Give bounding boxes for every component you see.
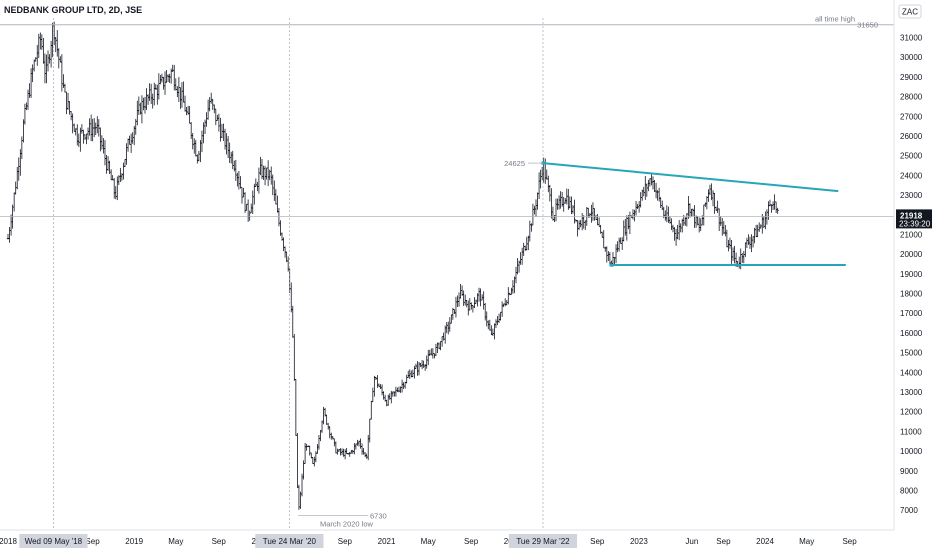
time-tick-label: 2023 — [630, 537, 648, 546]
price-tick-label: 18000 — [900, 290, 923, 299]
price-tick-label: 31000 — [900, 34, 923, 43]
date-badge-label: Wed 09 May '18 — [25, 537, 83, 546]
low-value-label: 6730 — [370, 512, 387, 521]
price-tick-label: 12000 — [900, 408, 923, 417]
trend-line-upper[interactable] — [542, 162, 839, 193]
price-tick-label: 15000 — [900, 349, 923, 358]
price-tick-label: 9000 — [900, 467, 918, 476]
time-tick-label: 2024 — [756, 537, 774, 546]
price-tick-label: 8000 — [900, 486, 918, 495]
price-tick-label: 25000 — [900, 152, 923, 161]
current-price-value: 21918 — [900, 211, 923, 220]
date-badge: Tue 24 Mar '20 — [255, 534, 324, 548]
date-badge: Tue 29 Mar '22 — [508, 534, 578, 548]
price-axis[interactable]: 7000 8000 9000 10000 11000 12000 13000 14000 150… — [896, 34, 932, 516]
time-tick-label: Jun — [685, 537, 698, 546]
trend-anchor[interactable] — [609, 263, 613, 267]
chart-title: NEDBANK GROUP LTD, 2D, JSE — [4, 5, 142, 15]
price-tick-label: 30000 — [900, 53, 923, 62]
reference-lines — [0, 18, 894, 530]
time-tick-label: May — [799, 537, 814, 546]
trend-lines[interactable] — [541, 161, 846, 267]
price-tick-label: 27000 — [900, 112, 923, 121]
price-tick-label: 10000 — [900, 447, 923, 456]
price-tick-label: 20000 — [900, 250, 923, 259]
time-tick-label: Sep — [716, 537, 731, 546]
ohlc-bar — [776, 207, 779, 214]
time-axis[interactable]: 2018MaySep2019MaySep2020MaySep2021MaySep… — [0, 534, 857, 548]
time-tick-label: 2021 — [378, 537, 396, 546]
price-tick-label: 14000 — [900, 368, 923, 377]
price-tick-label: 26000 — [900, 132, 923, 141]
price-tick-label: 21000 — [900, 230, 923, 239]
time-tick-label: 2019 — [125, 537, 143, 546]
price-tick-label: 24000 — [900, 171, 923, 180]
time-tick-label: May — [421, 537, 436, 546]
price-tick-label: 29000 — [900, 73, 923, 82]
ohlc-bars — [6, 21, 779, 510]
time-tick-label: May — [168, 537, 183, 546]
price-tick-label: 19000 — [900, 270, 923, 279]
price-tick-label: 7000 — [900, 506, 918, 515]
price-tick-label: 13000 — [900, 388, 923, 397]
price-tick-label: 16000 — [900, 329, 923, 338]
ath-value-label: 31650 — [857, 21, 878, 30]
currency-badge[interactable]: ZAC — [898, 4, 922, 19]
ath-label: all time high — [815, 15, 855, 24]
currency-label: ZAC — [902, 8, 918, 17]
price-tick-label: 23000 — [900, 191, 923, 200]
time-tick-label: Sep — [464, 537, 479, 546]
time-tick-label: Sep — [85, 537, 100, 546]
price-tick-label: 28000 — [900, 93, 923, 102]
current-price-time: 23:39:20 — [899, 219, 931, 228]
peak-value-label: 24625 — [504, 159, 525, 168]
time-tick-label: Sep — [590, 537, 605, 546]
date-badge: Wed 09 May '18 — [19, 534, 88, 548]
date-badge-label: Tue 24 Mar '20 — [263, 537, 317, 546]
low-label: March 2020 low — [320, 520, 374, 529]
date-badge-label: Tue 29 Mar '22 — [516, 537, 570, 546]
price-tick-label: 11000 — [900, 427, 922, 436]
price-tick-label: 17000 — [900, 309, 923, 318]
time-tick-label: 2018 — [0, 537, 17, 546]
time-tick-label: Sep — [338, 537, 353, 546]
time-tick-label: Sep — [212, 537, 227, 546]
time-tick-label: Sep — [842, 537, 857, 546]
